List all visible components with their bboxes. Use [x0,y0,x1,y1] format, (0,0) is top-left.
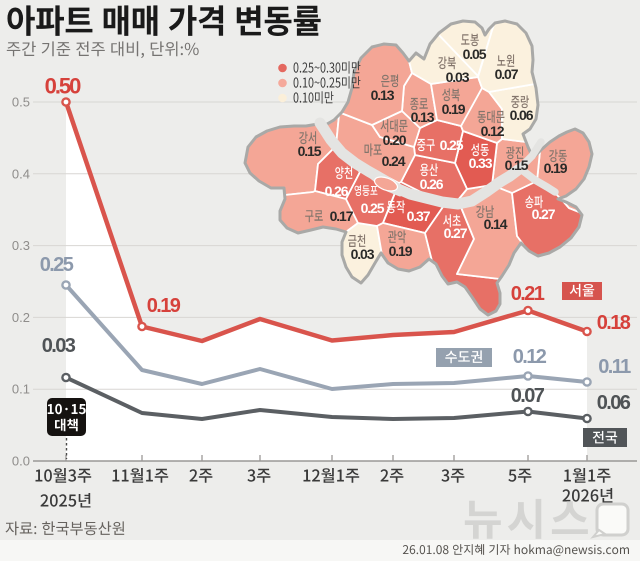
svg-text:0.15: 0.15 [505,157,529,173]
svg-text:0.5: 0.5 [12,95,30,110]
svg-text:0.06: 0.06 [597,392,631,414]
svg-text:0.06: 0.06 [510,107,534,123]
svg-text:0.03: 0.03 [351,246,375,262]
svg-text:0.1: 0.1 [12,382,30,397]
svg-text:0.37: 0.37 [407,208,431,224]
svg-text:0.14: 0.14 [484,216,508,232]
svg-text:0.27: 0.27 [532,206,556,222]
svg-text:0.18: 0.18 [597,312,631,334]
svg-text:0.11: 0.11 [598,356,631,378]
svg-text:0.0: 0.0 [12,454,30,469]
svg-text:0.50: 0.50 [45,74,82,99]
svg-text:0.24: 0.24 [382,153,406,169]
svg-text:0.07: 0.07 [495,66,519,82]
svg-text:0.13: 0.13 [411,109,435,125]
svg-text:0.4: 0.4 [12,166,30,181]
svg-text:0.26: 0.26 [420,176,444,192]
svg-text:0.27: 0.27 [444,225,468,241]
svg-text:0.03: 0.03 [42,335,76,357]
svg-text:0.3: 0.3 [12,238,30,253]
svg-text:0.2: 0.2 [12,310,30,325]
svg-text:0.21: 0.21 [511,283,545,305]
svg-text:0.05: 0.05 [463,46,487,62]
svg-text:0.07: 0.07 [511,385,545,407]
svg-text:0.19: 0.19 [147,295,181,317]
svg-text:0.25: 0.25 [440,137,464,153]
svg-text:0.13: 0.13 [371,87,395,103]
svg-text:0.25: 0.25 [361,200,385,216]
svg-text:0.03: 0.03 [446,69,470,85]
svg-text:0.19: 0.19 [389,243,413,259]
svg-text:0.17: 0.17 [330,208,354,224]
svg-text:0.15: 0.15 [298,143,322,159]
svg-text:0.19: 0.19 [544,160,568,176]
svg-text:0.12: 0.12 [513,346,547,368]
svg-text:0.12: 0.12 [481,123,505,139]
svg-text:0.26: 0.26 [325,183,349,199]
svg-text:0.19: 0.19 [442,101,466,117]
svg-text:0.33: 0.33 [469,155,493,171]
svg-text:0.25: 0.25 [40,254,74,276]
svg-text:0.20: 0.20 [383,132,407,148]
